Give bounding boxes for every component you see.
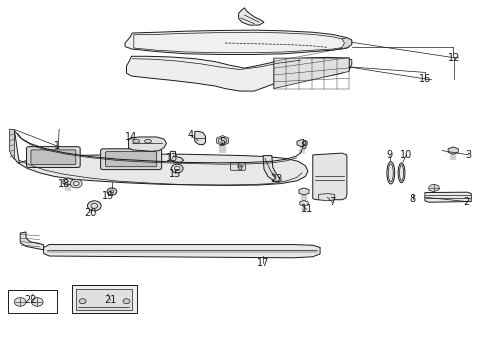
Polygon shape [126,56,351,91]
Polygon shape [339,38,351,49]
Polygon shape [63,178,73,185]
Ellipse shape [144,139,151,143]
Ellipse shape [133,139,140,143]
Polygon shape [20,232,43,250]
Polygon shape [194,131,205,145]
FancyBboxPatch shape [72,285,137,314]
Polygon shape [296,139,306,147]
Polygon shape [170,151,183,163]
FancyBboxPatch shape [26,147,80,167]
Polygon shape [216,135,228,145]
Text: 16: 16 [418,74,430,84]
Text: 12: 12 [447,53,459,63]
Text: 7: 7 [328,197,335,207]
Text: 9: 9 [386,150,392,160]
Polygon shape [447,147,457,154]
FancyBboxPatch shape [101,149,161,170]
Polygon shape [299,201,307,206]
Ellipse shape [386,162,394,184]
Text: 11: 11 [300,204,312,215]
Text: 2: 2 [462,197,468,207]
Text: 13: 13 [166,153,178,163]
Text: 23: 23 [269,174,282,184]
Ellipse shape [397,163,404,183]
Text: 19: 19 [102,191,114,201]
Circle shape [14,298,26,306]
Polygon shape [428,184,439,192]
Circle shape [87,201,101,211]
Polygon shape [125,30,351,54]
Polygon shape [128,137,166,151]
Text: 22: 22 [24,295,37,305]
Polygon shape [318,194,334,201]
FancyBboxPatch shape [31,150,76,165]
Text: 1: 1 [54,141,60,151]
FancyBboxPatch shape [230,162,245,170]
Text: 8: 8 [299,141,305,151]
Circle shape [123,299,130,304]
Text: 21: 21 [104,295,116,305]
Text: 3: 3 [465,150,471,160]
Polygon shape [312,153,346,200]
Text: 10: 10 [400,150,412,160]
Circle shape [70,179,82,188]
Circle shape [107,188,117,195]
Text: 18: 18 [58,179,70,189]
Polygon shape [9,129,14,159]
Polygon shape [238,8,264,25]
Text: 17: 17 [256,258,269,268]
Text: 15: 15 [169,168,181,179]
Circle shape [31,298,43,306]
FancyBboxPatch shape [76,289,132,310]
Text: 4: 4 [187,130,194,140]
Text: 20: 20 [84,208,97,218]
Polygon shape [10,130,307,185]
Text: 14: 14 [125,132,137,142]
Text: 6: 6 [236,162,242,172]
Polygon shape [298,188,308,195]
Circle shape [79,299,86,304]
Circle shape [171,164,183,173]
Polygon shape [424,192,470,202]
Polygon shape [43,244,320,258]
Polygon shape [263,156,279,182]
FancyBboxPatch shape [8,291,57,314]
Text: 5: 5 [219,138,225,147]
Text: 8: 8 [409,194,415,204]
FancyBboxPatch shape [105,152,157,167]
Polygon shape [273,58,348,89]
